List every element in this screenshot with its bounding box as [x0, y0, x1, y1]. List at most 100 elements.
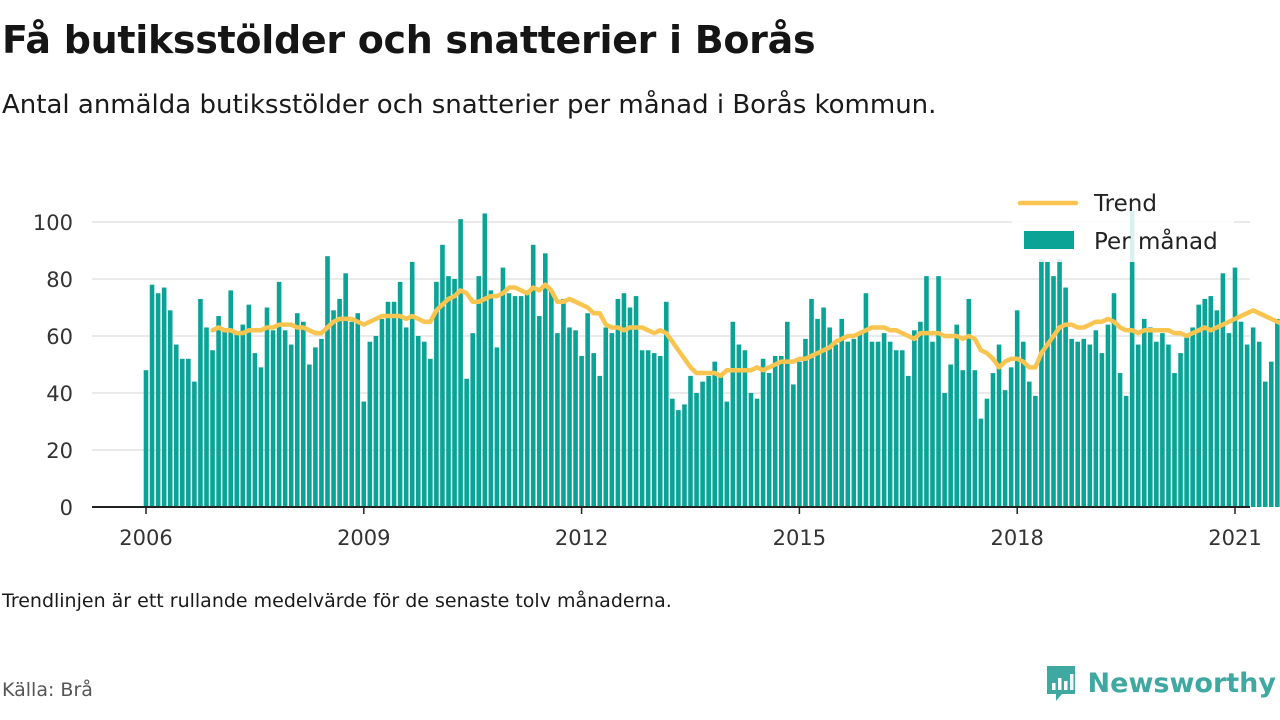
chart-note: Trendlinjen är ett rullande medelvärde f… — [2, 590, 672, 612]
bar — [1166, 344, 1171, 507]
bar — [1129, 210, 1135, 507]
bar — [1184, 336, 1189, 507]
bar — [676, 410, 681, 507]
bar — [319, 338, 324, 507]
bar — [210, 350, 215, 507]
bar — [615, 298, 621, 507]
bar — [494, 347, 500, 507]
bar — [204, 327, 209, 507]
brand-name: Newsworthy — [1087, 667, 1276, 699]
bar — [827, 327, 832, 507]
bar — [990, 373, 996, 507]
bar — [881, 333, 887, 507]
x-tick-label: 2018 — [990, 526, 1043, 550]
bar — [1160, 333, 1165, 507]
bar — [724, 401, 730, 507]
bar — [1008, 367, 1014, 507]
bar — [1123, 395, 1129, 507]
bar — [325, 256, 330, 507]
bar — [664, 301, 669, 507]
x-tick-label: 2012 — [555, 526, 608, 550]
bar — [978, 418, 984, 507]
bar — [1111, 293, 1117, 507]
trend-line — [210, 282, 1280, 379]
bar — [530, 244, 536, 508]
bar — [1208, 296, 1214, 507]
bar — [252, 353, 258, 507]
bar — [301, 321, 306, 507]
bar — [143, 370, 149, 507]
bar — [567, 327, 572, 507]
bar — [1117, 373, 1123, 507]
bar — [367, 341, 373, 507]
bar — [240, 324, 246, 507]
bar — [785, 321, 790, 507]
bar — [186, 358, 191, 507]
bar — [270, 330, 276, 507]
y-tick-label: 0 — [60, 496, 73, 520]
bar — [1214, 310, 1220, 507]
bar — [633, 296, 639, 507]
bar — [331, 310, 336, 507]
bar — [1063, 287, 1068, 507]
legend: Trend Per månad — [1012, 188, 1234, 262]
bar — [1275, 318, 1280, 507]
bar — [1027, 381, 1032, 507]
bar-series — [143, 210, 1280, 508]
bar — [748, 393, 754, 507]
bar — [887, 341, 893, 507]
bar — [1238, 321, 1244, 507]
bar — [288, 344, 294, 507]
bar — [1081, 338, 1087, 507]
bar — [639, 350, 645, 507]
bar — [930, 341, 935, 507]
bar — [337, 298, 342, 507]
bar — [760, 358, 766, 507]
bar — [1033, 395, 1038, 507]
bar — [839, 318, 845, 507]
bar — [1172, 373, 1177, 507]
bar — [446, 276, 451, 507]
bar — [1220, 273, 1226, 507]
bar — [276, 281, 282, 507]
bar — [543, 253, 548, 507]
x-tick-label: 2009 — [337, 526, 390, 550]
bar — [391, 301, 397, 507]
bar — [1093, 330, 1099, 507]
bar — [1057, 259, 1062, 507]
bar — [355, 313, 361, 507]
bar — [960, 370, 966, 507]
bar — [343, 273, 348, 507]
bar — [621, 293, 627, 507]
bar — [155, 293, 161, 507]
bar — [670, 398, 675, 507]
brand-logo[interactable]: Newsworthy — [1044, 664, 1276, 702]
source-credit: Källa: Brå — [2, 679, 93, 701]
y-tick-label: 80 — [46, 268, 73, 292]
bar — [161, 287, 167, 507]
bar — [222, 330, 227, 507]
legend-trend-label: Trend — [1093, 191, 1157, 217]
bar — [313, 347, 318, 507]
bar — [845, 341, 851, 507]
bar — [1196, 304, 1201, 507]
bar — [1039, 259, 1044, 507]
bar — [797, 361, 802, 507]
bar — [294, 313, 300, 507]
bar — [657, 355, 663, 507]
bar — [924, 276, 929, 507]
bar — [912, 330, 917, 507]
bar — [518, 296, 524, 507]
bar — [730, 321, 736, 507]
bar — [742, 350, 748, 507]
bar — [1148, 327, 1153, 507]
bar — [766, 373, 772, 507]
bar — [561, 298, 566, 507]
bar — [627, 307, 633, 507]
bar — [307, 364, 312, 507]
bar — [1087, 344, 1093, 507]
bar — [1262, 381, 1268, 507]
bar — [1226, 333, 1232, 507]
bar — [464, 378, 469, 507]
